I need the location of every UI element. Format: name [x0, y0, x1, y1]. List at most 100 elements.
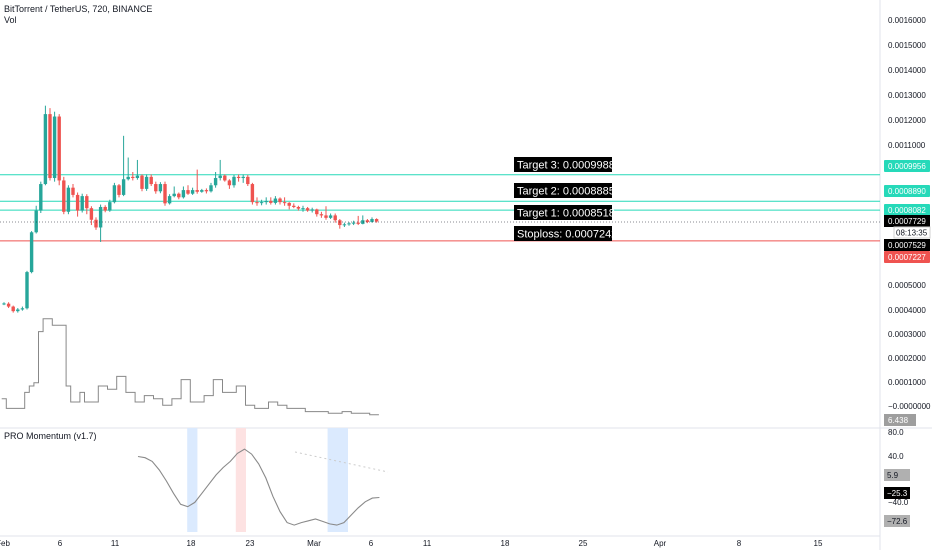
candle-body [287, 202, 291, 206]
x-tick-label: 18 [501, 539, 510, 548]
axis-price-tag-label: 0.0009956 [888, 162, 926, 171]
candle-body [315, 209, 319, 215]
candle-body [301, 208, 305, 210]
axis-price-tag [884, 251, 930, 263]
low-price-label: 0.0007529 [888, 241, 926, 250]
candle-body [264, 200, 268, 203]
candle-body [328, 215, 333, 218]
momentum-value-label: −25.3 [887, 489, 908, 498]
candle-body [365, 220, 370, 222]
candle-body [57, 116, 61, 181]
momentum-value-label: 5.9 [887, 471, 899, 480]
y-tick-label: 0.0004000 [888, 306, 926, 315]
candle-body [140, 175, 144, 189]
volume-title: Vol [4, 15, 17, 25]
volume-value-label: 6.438 [888, 416, 909, 425]
momentum-signal-line [294, 451, 389, 473]
y-tick-label: 0.0016000 [888, 16, 926, 25]
candle-body [94, 219, 98, 228]
current-price-tag [884, 215, 930, 227]
candle-body [48, 114, 52, 179]
y-tick-label: 0.0003000 [888, 330, 926, 339]
x-tick-label: 23 [246, 539, 255, 548]
axis-price-tag-label: 0.0008082 [888, 206, 926, 215]
candle-body [333, 215, 337, 221]
candle-body [39, 184, 43, 211]
axis-price-tag-label: 0.0007227 [888, 253, 926, 262]
current-price-label: 0.0007729 [888, 217, 926, 226]
x-tick-label: 6 [58, 539, 63, 548]
candle-body [172, 193, 176, 197]
candle-body [319, 214, 324, 216]
candle-body [117, 185, 121, 195]
x-tick-label: Feb [0, 539, 10, 548]
candle-body [20, 308, 25, 310]
momentum-value-tag [884, 469, 910, 481]
candle-body [259, 202, 264, 204]
momentum-value-tag [884, 487, 910, 499]
candle-body [209, 185, 213, 192]
candle-body [112, 185, 117, 203]
momentum-band [235, 428, 246, 532]
axis-price-tag [884, 204, 930, 216]
candle-body [342, 224, 347, 226]
x-tick-label: Mar [307, 539, 321, 548]
candle-body [204, 190, 209, 192]
level-label-box [514, 226, 612, 241]
y-tick-label: 0.0012000 [888, 116, 926, 125]
candle-body [103, 206, 107, 211]
candle-body [236, 176, 241, 179]
x-tick-label: 15 [814, 539, 823, 548]
candle-body [282, 202, 287, 204]
candle-body [269, 200, 273, 203]
y-tick-label: 0.0001000 [888, 378, 926, 387]
level-label: Target 2: 0.0008885 [517, 186, 615, 198]
candle-body [85, 196, 89, 209]
level-label-box [514, 205, 612, 220]
candle-body [75, 194, 80, 211]
candle-body [246, 176, 250, 185]
y-tick-label: 0.0013000 [888, 91, 926, 100]
candle-body [351, 222, 356, 224]
momentum-line [137, 448, 380, 526]
y-tick-label: 0.0005000 [888, 281, 926, 290]
x-tick-label: 8 [737, 539, 742, 548]
candle-body [16, 309, 20, 312]
candle-body [181, 190, 186, 198]
x-tick-label: Apr [654, 539, 667, 548]
y-tick-label: 0.0015000 [888, 41, 926, 50]
candle-body [278, 198, 282, 203]
candle-body [361, 220, 365, 224]
candle-body [324, 215, 328, 218]
candle-body [11, 306, 15, 312]
x-tick-label: 18 [187, 539, 196, 548]
candle-body [131, 176, 135, 179]
candle-body [273, 198, 278, 203]
candle-body [177, 193, 181, 198]
candle-body [29, 232, 34, 273]
candle-body [71, 187, 75, 195]
low-price-tag [884, 239, 930, 251]
candle-body [25, 272, 29, 309]
level-label: Target 1: 0.0008518 [517, 208, 615, 220]
level-label: Target 3: 0.0009988 [517, 160, 615, 172]
candle-body [338, 220, 342, 226]
axis-price-tag [884, 160, 930, 172]
candle-body [374, 219, 379, 222]
x-tick-label: 11 [111, 539, 120, 548]
candle-body [158, 184, 163, 192]
candle-body [186, 190, 190, 194]
candle-body [34, 210, 38, 233]
candle-body [80, 196, 84, 211]
candle-body [144, 176, 149, 189]
candle-body [227, 180, 232, 186]
candle-body [218, 175, 222, 179]
candle-body [126, 176, 130, 180]
candle-body [52, 116, 57, 179]
volume-value-tag [884, 414, 916, 426]
candle-body [310, 209, 314, 211]
axis-price-tag-label: 0.0008890 [888, 187, 926, 196]
candle-body [121, 179, 126, 195]
x-tick-label: 6 [369, 539, 374, 548]
